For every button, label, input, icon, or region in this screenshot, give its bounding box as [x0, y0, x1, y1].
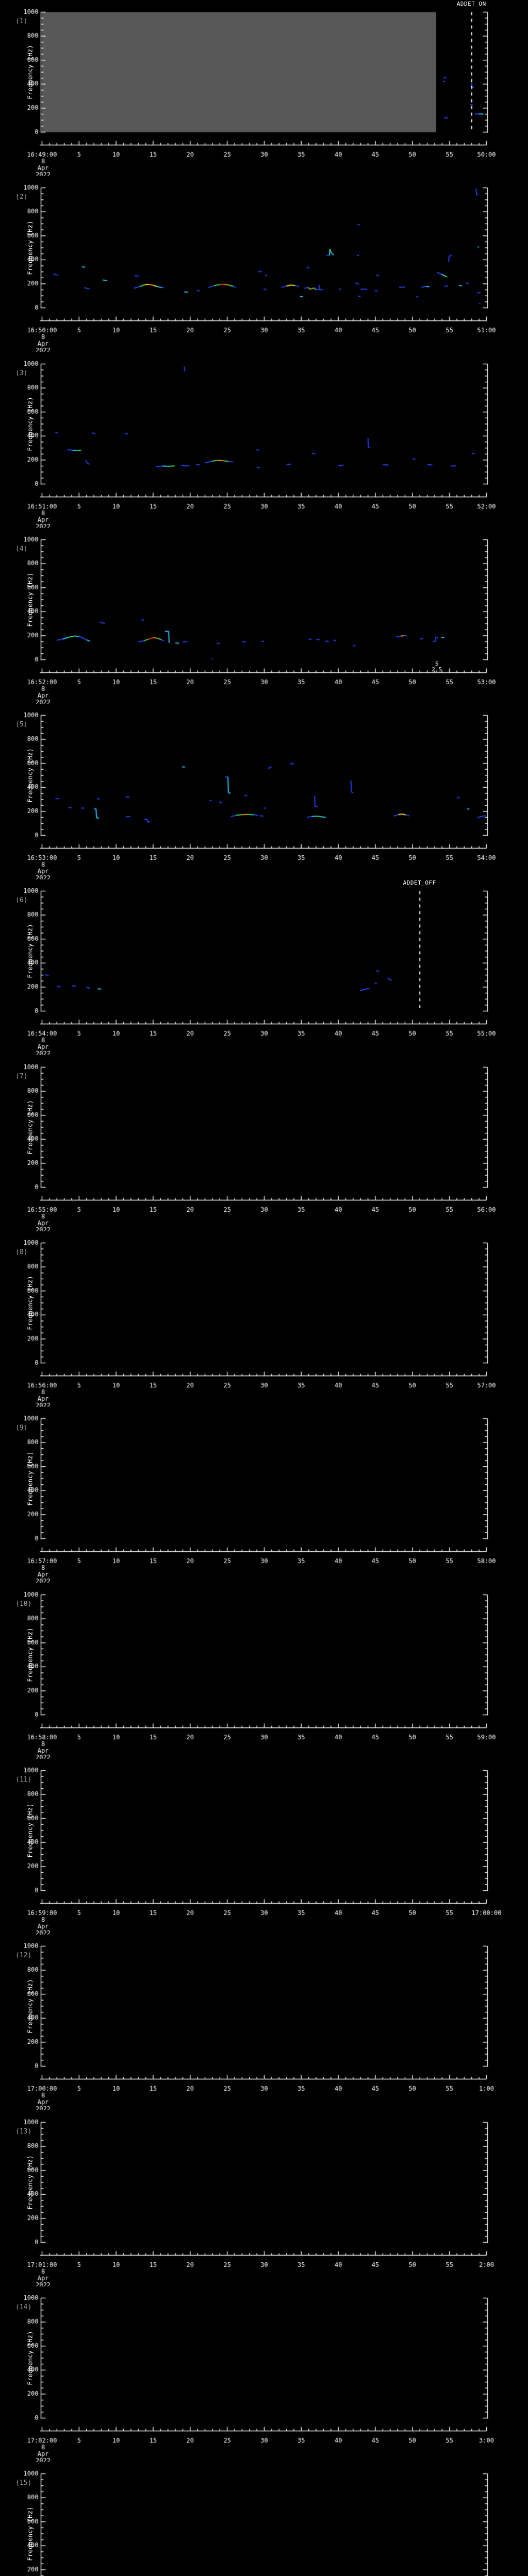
- y-axis-title: Frequency (Hz): [26, 1100, 34, 1155]
- y-axis-title: Frequency (Hz): [26, 45, 34, 99]
- spectrogram-panel: (10) Frequency (Hz): [0, 1583, 528, 1759]
- spectrogram-canvas: [0, 2462, 528, 2576]
- panel-index-label: (5): [15, 721, 28, 728]
- spectrogram-canvas: [0, 1758, 528, 1935]
- y-axis-title: Frequency (Hz): [26, 2506, 34, 2561]
- spectrogram-canvas: [0, 879, 528, 1055]
- spectrogram-canvas: [0, 1583, 528, 1759]
- spectrogram-panel: (2) Frequency (Hz): [0, 176, 528, 352]
- y-axis-title: Frequency (Hz): [26, 2331, 34, 2385]
- panel-index-label: (14): [15, 2303, 32, 2311]
- spectrogram-panel: (4) Frequency (Hz): [0, 528, 528, 704]
- panel-index-label: (3): [15, 369, 28, 377]
- spectrogram-panel: (15) Frequency (Hz): [0, 2462, 528, 2576]
- panel-index-label: (6): [15, 896, 28, 904]
- spectrogram-panel: (5) Frequency (Hz): [0, 703, 528, 879]
- addet-marker-label: ADDET_OFF: [403, 879, 436, 886]
- y-axis-title: Frequency (Hz): [26, 1803, 34, 1858]
- panel-index-label: (2): [15, 193, 28, 201]
- spectrogram-panel: (8) Frequency (Hz): [0, 1231, 528, 1407]
- spectrogram-canvas: [0, 0, 528, 176]
- panel-index-label: (7): [15, 1073, 28, 1080]
- panel-index-label: (8): [15, 1248, 28, 1256]
- y-axis-title: Frequency (Hz): [26, 1451, 34, 1506]
- y-axis-title: Frequency (Hz): [26, 221, 34, 275]
- panel-index-label: (10): [15, 1600, 32, 1608]
- y-axis-title: Frequency (Hz): [26, 1276, 34, 1330]
- y-axis-title: Frequency (Hz): [26, 1628, 34, 1682]
- spectrogram-canvas: [0, 1934, 528, 2110]
- spectrogram-canvas: [0, 703, 528, 879]
- spectrogram-canvas: [0, 2110, 528, 2286]
- spectrogram-panel: (7) Frequency (Hz): [0, 1055, 528, 1231]
- panel-index-label: (15): [15, 2479, 32, 2487]
- y-axis-title: Frequency (Hz): [26, 748, 34, 803]
- y-axis-title: Frequency (Hz): [26, 397, 34, 451]
- panel-index-label: (12): [15, 1952, 32, 1959]
- y-axis-title: Frequency (Hz): [26, 1979, 34, 2033]
- spectrogram-panel: (11) Frequency (Hz): [0, 1758, 528, 1935]
- panel-index-label: (13): [15, 2128, 32, 2136]
- spectrogram-panel: (12) Frequency (Hz): [0, 1934, 528, 2110]
- spectrogram-canvas: [0, 2286, 528, 2462]
- spectrogram-panel: (6) Frequency (Hz) ADDET_OFF: [0, 879, 528, 1055]
- panel-index-label: (4): [15, 545, 28, 553]
- spectrogram-panel: (13) Frequency (Hz): [0, 2110, 528, 2286]
- spectrogram-panel: (1) Frequency (Hz) ADDET_ON: [0, 0, 528, 176]
- y-axis-title: Frequency (Hz): [26, 924, 34, 978]
- addet-marker-label: ADDET_ON: [456, 1, 486, 7]
- spectrogram-panel: (3) Frequency (Hz): [0, 352, 528, 528]
- spectrogram-panel: (14) Frequency (Hz): [0, 2286, 528, 2462]
- panel-index-label: (9): [15, 1424, 28, 1432]
- spectrogram-panel: (9) Frequency (Hz): [0, 1406, 528, 1583]
- spectrogram-canvas: [0, 1055, 528, 1231]
- spectrogram-canvas: [0, 176, 528, 352]
- spectrogram-canvas: [0, 352, 528, 528]
- y-axis-title: Frequency (Hz): [26, 572, 34, 627]
- spectrogram-canvas: [0, 1231, 528, 1407]
- y-axis-title: Frequency (Hz): [26, 2155, 34, 2210]
- panel-index-label: (1): [15, 18, 28, 25]
- spectrogram-canvas: [0, 1406, 528, 1583]
- panel-index-label: (11): [15, 1776, 32, 1784]
- spectrogram-canvas: [0, 528, 528, 704]
